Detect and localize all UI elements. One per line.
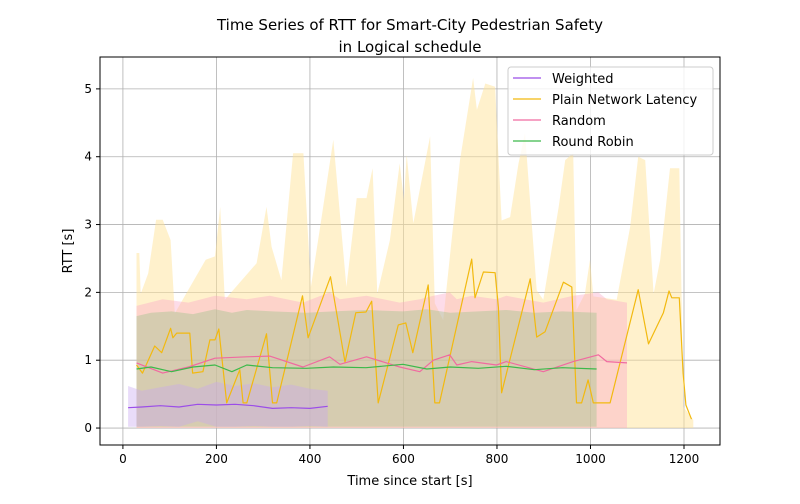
plot-frame xyxy=(99,56,721,446)
axis-ticks: 0 200 400 600 800 1000 1200 0 1 2 3 4 5 xyxy=(84,82,699,466)
legend-label-plain-network-latency: Plain Network Latency xyxy=(552,93,698,108)
weighted-line xyxy=(128,403,328,409)
legend: Weighted Plain Network Latency Random Round… xyxy=(507,66,714,156)
x-tick-label: 200 xyxy=(205,452,228,466)
legend-label-round-robin: Round Robin xyxy=(552,135,634,150)
series-lines xyxy=(128,258,693,420)
legend-label-random: Random xyxy=(552,114,606,129)
y-tick-label: 3 xyxy=(84,218,92,232)
round-robin-line xyxy=(136,363,597,373)
y-tick-label: 5 xyxy=(84,82,92,96)
plain-network-latency-line xyxy=(136,258,693,420)
x-tick-label: 1000 xyxy=(575,452,606,466)
plain-network-latency-band xyxy=(136,78,694,428)
chart-title: Time Series of RTT for Smart-City Pedest… xyxy=(216,16,603,34)
y-tick-label: 1 xyxy=(84,353,92,367)
x-axis-label: Time since start [s] xyxy=(346,474,472,489)
x-tick-label: 0 xyxy=(119,452,127,466)
x-tick-label: 600 xyxy=(392,452,415,466)
legend-label-weighted: Weighted xyxy=(552,72,614,87)
chart-subtitle: in Logical schedule xyxy=(339,38,482,56)
x-tick-label: 800 xyxy=(486,452,509,466)
x-tick-label: 1200 xyxy=(669,452,700,466)
legend-box xyxy=(507,66,714,156)
y-tick-label: 2 xyxy=(84,285,92,299)
x-tick-label: 400 xyxy=(298,452,321,466)
y-tick-label: 0 xyxy=(84,421,92,435)
y-tick-label: 4 xyxy=(84,150,92,164)
random-band xyxy=(136,292,627,428)
y-axis-label: RTT [s] xyxy=(61,229,76,274)
